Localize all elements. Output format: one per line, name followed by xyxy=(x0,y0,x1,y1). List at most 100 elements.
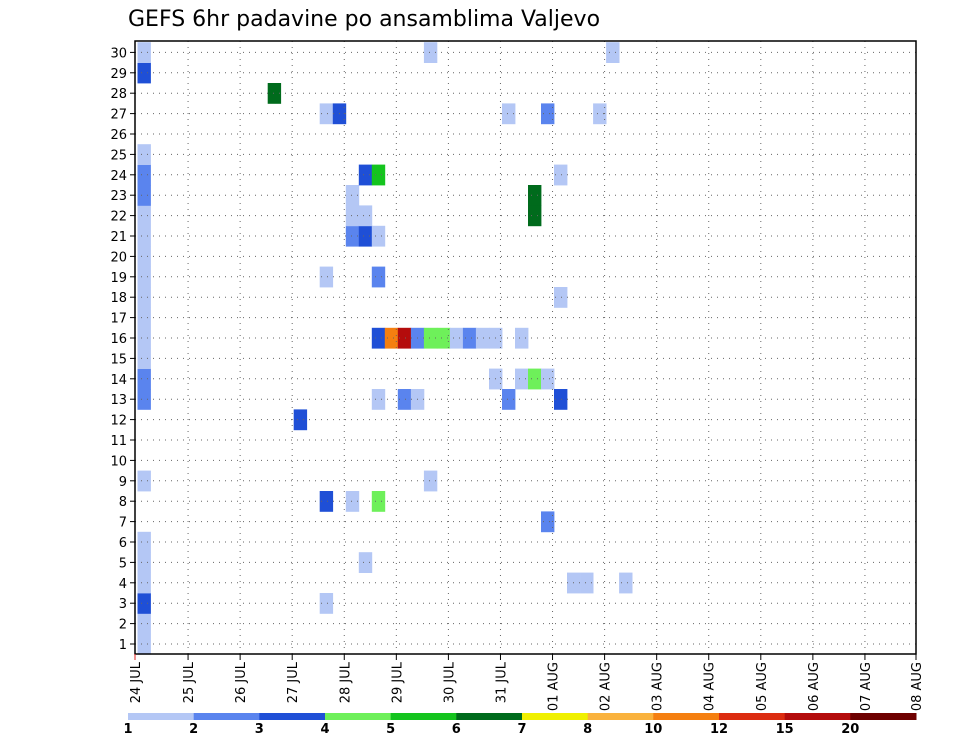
data-cell xyxy=(423,42,438,63)
data-cell xyxy=(371,164,386,186)
y-tick-label: 20 xyxy=(110,250,127,265)
data-cell xyxy=(319,491,334,512)
data-cell xyxy=(423,470,438,492)
data-cell xyxy=(515,368,529,390)
data-cell xyxy=(606,42,620,63)
colorbar-swatch xyxy=(850,713,917,720)
data-cell xyxy=(554,389,568,410)
chart-title: GEFS 6hr padavine po ansamblima Valjevo xyxy=(128,7,600,32)
y-tick-label: 12 xyxy=(110,414,127,429)
data-cell xyxy=(319,103,334,125)
data-cell xyxy=(423,327,438,349)
x-tick-label: 03 AUG xyxy=(651,662,666,711)
data-cell xyxy=(619,572,633,594)
colorbar-label: 20 xyxy=(841,722,859,737)
colorbar-label: 8 xyxy=(583,722,592,737)
x-tick-label: 28 JUL xyxy=(338,661,353,703)
y-tick-label: 19 xyxy=(110,271,127,286)
data-cell xyxy=(137,225,151,247)
data-cell xyxy=(502,103,516,125)
colorbar-swatch xyxy=(128,713,195,720)
data-cell xyxy=(137,593,151,614)
data-cell xyxy=(554,164,568,186)
data-cell xyxy=(502,389,516,410)
data-cell xyxy=(593,103,607,125)
data-cell xyxy=(137,287,151,308)
data-cell xyxy=(345,225,360,247)
data-cell xyxy=(137,368,151,390)
colorbar-label: 1 xyxy=(123,722,132,737)
data-cell xyxy=(319,266,334,288)
data-cell xyxy=(462,327,477,349)
data-cell xyxy=(541,103,555,125)
data-cell xyxy=(475,327,490,349)
data-cell xyxy=(358,552,373,573)
data-cell xyxy=(580,572,594,594)
colorbar-swatch xyxy=(653,713,720,720)
data-cell xyxy=(137,572,151,594)
data-cell xyxy=(554,287,568,308)
x-tick-label: 25 JUL xyxy=(182,661,197,703)
x-tick-label: 06 AUG xyxy=(807,662,822,711)
data-cell xyxy=(137,205,151,227)
data-cell xyxy=(449,327,464,349)
data-cell xyxy=(541,368,555,390)
data-cell xyxy=(515,327,529,349)
data-cell xyxy=(371,389,386,410)
y-tick-label: 5 xyxy=(119,556,127,571)
x-tick-label: 07 AUG xyxy=(859,662,874,711)
x-tick-label: 24 JUL xyxy=(129,661,144,703)
data-cell xyxy=(137,633,151,655)
y-tick-label: 22 xyxy=(110,210,127,225)
y-tick-label: 1 xyxy=(119,638,127,653)
y-tick-label: 8 xyxy=(119,495,127,510)
x-tick-label: 29 JUL xyxy=(390,661,405,703)
data-cell xyxy=(137,470,151,492)
data-cell xyxy=(397,327,412,349)
y-tick-label: 24 xyxy=(110,169,127,184)
colorbar-swatch xyxy=(193,713,260,720)
data-cell xyxy=(137,144,151,165)
colorbar-swatch xyxy=(522,713,589,720)
data-cell xyxy=(358,225,373,247)
data-cell xyxy=(528,368,542,390)
x-tick-label: 05 AUG xyxy=(755,662,770,711)
y-tick-label: 25 xyxy=(110,148,127,163)
data-cell xyxy=(137,552,151,573)
colorbar-swatch xyxy=(259,713,326,720)
colorbar-label: 12 xyxy=(710,722,728,737)
x-tick-label: 02 AUG xyxy=(599,662,614,711)
data-cell xyxy=(528,205,542,227)
y-tick-label: 26 xyxy=(110,128,127,143)
data-cell xyxy=(137,348,151,369)
colorbar-label: 15 xyxy=(776,722,794,737)
y-tick-label: 29 xyxy=(110,67,127,82)
x-tick-label: 04 AUG xyxy=(703,662,718,711)
colorbar-label: 10 xyxy=(644,722,662,737)
data-cell xyxy=(137,327,151,349)
colorbar-label: 7 xyxy=(517,722,526,737)
y-tick-label: 4 xyxy=(119,577,127,592)
x-tick-label: 08 AUG xyxy=(910,662,925,711)
data-cell xyxy=(541,511,555,533)
data-cell xyxy=(358,164,373,186)
y-tick-label: 27 xyxy=(110,108,127,123)
data-cell xyxy=(137,42,151,63)
y-tick-label: 13 xyxy=(110,393,127,408)
data-cell xyxy=(384,327,399,349)
y-tick-label: 3 xyxy=(119,597,127,612)
y-tick-label: 9 xyxy=(119,475,127,490)
data-cell xyxy=(137,62,151,84)
colorbar-swatch xyxy=(390,713,457,720)
data-cell xyxy=(293,409,308,431)
data-cell xyxy=(345,491,360,512)
y-tick-label: 18 xyxy=(110,291,127,306)
y-tick-label: 30 xyxy=(110,46,127,61)
y-tick-label: 7 xyxy=(119,516,127,531)
colorbar-swatch xyxy=(456,713,523,720)
x-tick-label: 26 JUL xyxy=(234,661,249,703)
y-tick-label: 28 xyxy=(110,87,127,102)
data-cell xyxy=(371,327,386,349)
data-cell xyxy=(371,266,386,288)
data-cell xyxy=(137,307,151,329)
